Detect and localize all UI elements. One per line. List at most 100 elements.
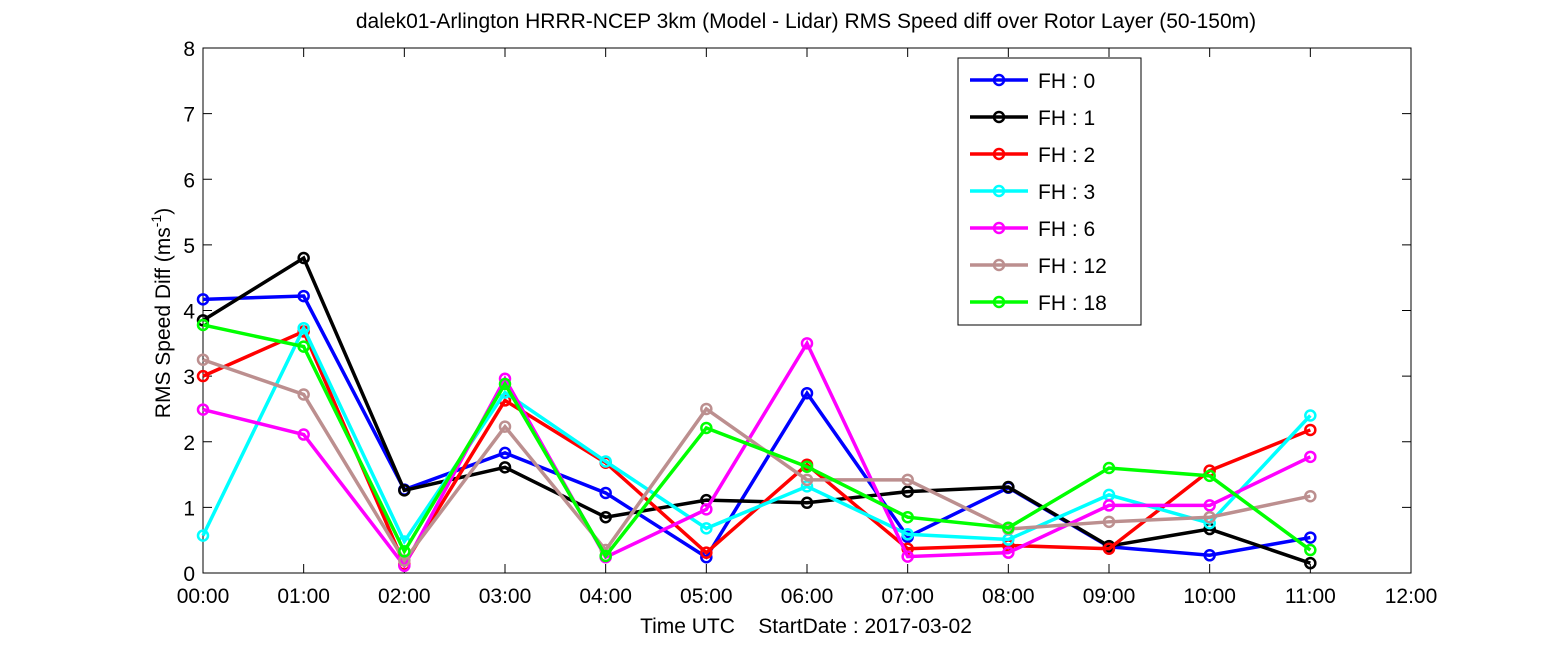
series-line: [202, 323, 1312, 560]
data-point: [1102, 515, 1116, 529]
data-point: [1002, 480, 1015, 494]
data-point: [700, 421, 713, 435]
x-tick-label: 08:00: [982, 585, 1035, 608]
y-tick-label: 8: [183, 38, 195, 61]
x-tick-label: 09:00: [1083, 585, 1136, 608]
data-point: [398, 484, 411, 497]
legend-label: FH : 6: [1038, 218, 1095, 241]
data-point: [398, 545, 411, 558]
data-point: [1304, 450, 1317, 464]
data-point: [498, 446, 512, 460]
x-tick-label: 06:00: [781, 585, 834, 608]
data-point: [196, 529, 210, 542]
data-point: [196, 293, 210, 306]
legend-marker: [992, 73, 1006, 87]
data-point: [1304, 556, 1317, 570]
series-line: [202, 255, 1311, 565]
data-point: [599, 549, 612, 563]
data-point: [1002, 521, 1015, 534]
legend-marker: [992, 221, 1006, 235]
data-point: [498, 420, 512, 433]
legend-marker: [992, 258, 1006, 272]
x-tick-label: 01:00: [277, 585, 330, 608]
data-point: [800, 337, 814, 350]
data-point: [901, 550, 914, 563]
series-line: [202, 294, 1311, 560]
y-tick-label: 2: [183, 432, 195, 455]
data-point: [196, 369, 210, 383]
series-group: [196, 251, 1317, 573]
data-point: [297, 289, 310, 303]
data-point: [599, 510, 612, 524]
legend-label: FH : 2: [1038, 144, 1095, 167]
data-point: [800, 496, 814, 510]
y-tick-label: 4: [183, 301, 195, 324]
legend-marker: [992, 184, 1006, 198]
data-point: [1102, 542, 1116, 555]
legend-marker: [992, 110, 1006, 124]
data-point: [1304, 409, 1317, 422]
y-tick-label: 5: [183, 235, 195, 258]
data-point: [700, 546, 713, 559]
x-tick-label: 03:00: [479, 585, 532, 608]
data-point: [498, 461, 512, 474]
x-tick-label: 02:00: [378, 585, 431, 608]
legend-label: FH : 12: [1038, 255, 1107, 278]
data-point: [297, 251, 310, 265]
y-axis-label: RMS Speed Diff (ms-1): [148, 208, 175, 418]
data-point: [1203, 469, 1216, 483]
series-line: [201, 324, 1312, 546]
y-tick-label: 6: [183, 169, 195, 192]
data-point: [1304, 489, 1317, 503]
y-tick-label: 0: [183, 563, 195, 586]
x-tick-label: 12:00: [1385, 585, 1438, 608]
data-point: [599, 455, 612, 468]
legend-marker: [992, 147, 1006, 161]
x-tick-label: 00:00: [177, 585, 230, 608]
data-point: [700, 402, 713, 416]
data-point: [599, 486, 612, 500]
data-point: [1304, 531, 1317, 544]
series-line: [202, 339, 1312, 569]
data-point: [196, 403, 210, 416]
data-point: [1002, 546, 1015, 559]
legend-label: FH : 0: [1038, 70, 1095, 93]
data-point: [901, 528, 914, 541]
y-tick-label: 1: [183, 497, 195, 520]
data-point: [700, 503, 713, 516]
y-axis-label-superscript: -1: [148, 215, 164, 228]
data-point: [1203, 510, 1216, 524]
data-point: [297, 388, 310, 401]
legend-marker: [992, 295, 1006, 309]
data-point: [901, 473, 914, 487]
x-axis-label: Time UTC StartDate : 2017-03-02: [640, 615, 972, 638]
x-tick-label: 10:00: [1183, 585, 1236, 608]
x-tick-label: 05:00: [680, 585, 733, 608]
tick-group: 00:00 01:00 02:00 03:00 04:00 05:00 06:00 07:00…: [177, 38, 1438, 608]
x-tick-label: 11:00: [1285, 585, 1336, 608]
data-point: [196, 318, 210, 332]
data-point: [297, 321, 310, 335]
series-line: [202, 358, 1311, 564]
data-point: [800, 473, 814, 487]
data-point: [297, 340, 310, 353]
data-point: [800, 460, 814, 473]
x-tick-label: 07:00: [881, 585, 934, 608]
data-point: [1102, 461, 1116, 475]
y-tick-label: 3: [183, 366, 195, 389]
legend-label: FH : 1: [1038, 107, 1095, 130]
chart-title: dalek01-Arlington HRRR-NCEP 3km (Model -…: [356, 10, 1256, 33]
data-point: [1203, 549, 1216, 562]
y-tick-label: 7: [183, 104, 195, 127]
data-point: [196, 353, 210, 366]
legend-label: FH : 18: [1038, 292, 1107, 315]
legend-label: FH : 3: [1038, 181, 1095, 204]
data-point: [1203, 499, 1216, 512]
y-axis-label-main: RMS Speed Diff (ms: [152, 227, 175, 418]
legend: FH : 0 FH : 1 FH : 2 FH : 3 FH : 6 FH : 12 FH …: [957, 57, 1142, 326]
data-point: [1304, 423, 1317, 437]
data-point: [901, 485, 914, 498]
data-point: [498, 377, 512, 391]
data-point: [1102, 499, 1116, 512]
